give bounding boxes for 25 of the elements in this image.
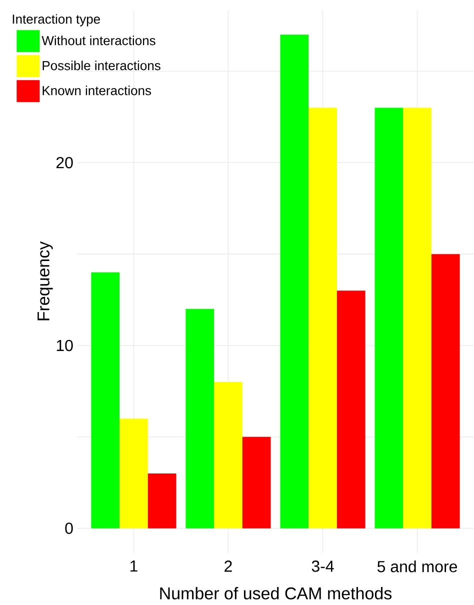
legend-label: Known interactions [42,86,152,96]
legend-label: Possible interactions [42,60,160,70]
bar [431,254,460,528]
y-tick-label: 10 [56,340,73,352]
y-tick-label: 0 [65,522,73,534]
bar [374,108,404,528]
bar [280,34,309,528]
bar [186,308,214,528]
x-tick-label: 2 [224,560,232,572]
legend-label: Without interactions [42,36,156,46]
bar [148,473,176,528]
x-axis-title: Number of used CAM methods [160,586,392,600]
y-tick-label: 20 [56,157,73,168]
bar [120,418,148,528]
bar [91,272,120,528]
bar [336,290,366,528]
x-tick-label: 1 [130,560,138,572]
bar [214,382,242,528]
x-tick-label: 3-4 [312,560,334,572]
bar [308,108,337,528]
y-axis-title: Frequency [38,241,53,320]
bar [242,436,271,528]
legend-title: Interaction type [12,14,100,26]
bar [403,108,432,528]
x-tick-label: 5 and more [377,560,458,572]
